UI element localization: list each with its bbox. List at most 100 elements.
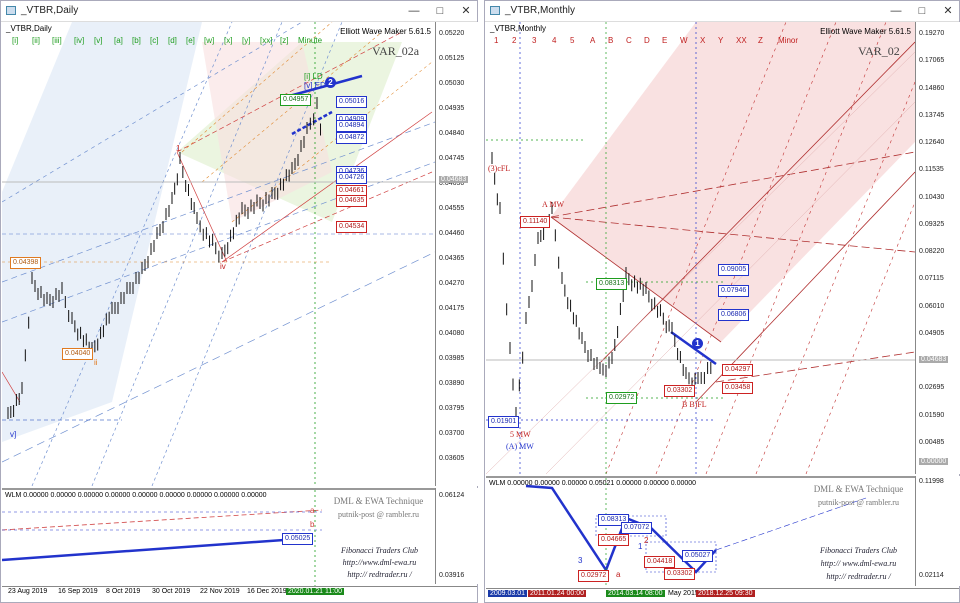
price-tick: 0.12640 [919, 139, 945, 146]
date-tick: 16 Dec 2019 [247, 588, 287, 595]
wlm-mark: 1 [638, 542, 643, 551]
wave-label[interactable]: X [700, 36, 706, 45]
wave-label[interactable]: Y [718, 36, 724, 45]
price-tick: 0.05125 [439, 55, 465, 62]
right-title-bar[interactable]: _VTBR,Monthly — □ ✕ [485, 1, 959, 22]
date-tick: 2009.03.01 [488, 590, 528, 597]
right-price-axis[interactable]: 0.19270 0.17065 0.14860 0.13745 0.12640 0.115… [915, 22, 960, 474]
date-tick: 2018.12.25 09:30 [696, 590, 755, 597]
maximize-button[interactable]: □ [436, 5, 444, 17]
maximize-button[interactable]: □ [918, 5, 926, 17]
wave-label[interactable]: 3 [532, 36, 537, 45]
wave-label[interactable]: [iv] [74, 36, 85, 45]
wave-label[interactable]: 1 [494, 36, 499, 45]
wave-label[interactable]: [y] [242, 36, 251, 45]
wave-label[interactable]: [a] [114, 36, 123, 45]
wave-mark-iv: iv [220, 262, 226, 271]
right-time-axis[interactable]: 2009.03.01 2011.01.24 00:00 2014.03.14 0… [486, 588, 959, 601]
right-wlm-panel[interactable]: WLM 0.00000 0.00000 0.00000 0.05021 0.00… [486, 476, 915, 588]
wave-mark-one: 1 [176, 144, 181, 153]
wave-label[interactable]: Z [758, 36, 763, 45]
minimize-button[interactable]: — [408, 5, 420, 17]
left-wlm-axis: 0.06124 0.03916 [435, 488, 478, 584]
price-tick: 0.04080 [439, 330, 465, 337]
credit-site-2[interactable]: http:// redtrader.ru / [347, 570, 412, 579]
right-chart-window[interactable]: _VTBR,Monthly — □ ✕ [484, 0, 960, 603]
wave-label[interactable]: [ii] [32, 36, 40, 45]
right-variant-label: VAR_02 [858, 44, 900, 58]
wave-mark-cfl: (3)cFL [488, 164, 511, 173]
wave-label[interactable]: [c] [150, 36, 159, 45]
wave-label[interactable]: [e] [186, 36, 195, 45]
wave-mark-v-ed: [v] ED [304, 81, 326, 90]
price-tick: 0.11535 [919, 166, 944, 174]
wave-label[interactable]: [i] [12, 36, 19, 45]
wlm-mark: 3 [578, 556, 583, 565]
price-box: 0.03458 [722, 382, 754, 394]
wave-label[interactable]: [v] [94, 36, 103, 45]
price-box: 0.04894 [336, 120, 368, 132]
wlm-box: 0.05027 [682, 550, 714, 562]
left-price-axis[interactable]: 0.05220 0.05125 0.05030 0.04935 0.04840 0.047… [435, 22, 478, 486]
price-box: 0.04726 [336, 172, 368, 184]
wave-label[interactable]: [d] [168, 36, 177, 45]
price-box: 0.08313 [596, 278, 628, 290]
wave-label[interactable]: [xx] [260, 36, 273, 45]
credit-club: Fibonacci Traders Club [341, 546, 418, 555]
price-tick: 0.03605 [439, 455, 465, 462]
wave-label[interactable]: [x] [224, 36, 233, 45]
left-title-bar[interactable]: _VTBR,Daily — □ ✕ [1, 1, 477, 22]
close-button[interactable]: ✕ [943, 5, 953, 17]
left-candle-bars [7, 97, 321, 419]
left-time-axis[interactable]: 23 Aug 2019 16 Sep 2019 8 Oct 2019 30 Oc… [2, 586, 477, 599]
price-tick: 0.05030 [439, 80, 465, 87]
wave-label[interactable]: [z] [280, 36, 289, 45]
wave-label[interactable]: Minute [298, 36, 323, 45]
left-symbol-label: _VTBR,Daily [6, 24, 52, 33]
right-price-plot[interactable]: _VTBR,Monthly Elliott Wave Maker 5.61.5 … [486, 22, 915, 474]
price-tick: 0.03795 [439, 405, 465, 412]
wlm-box: 0.07072 [621, 522, 653, 534]
wave-mark-a-mw-paren: (A) MW [506, 442, 534, 451]
minimize-button[interactable]: — [890, 5, 902, 17]
left-wlm-panel[interactable]: WLM 0.00000 0.00000 0.00000 0.00000 0.00… [2, 488, 435, 586]
wave-label[interactable]: A [590, 36, 596, 45]
wave-circle-1[interactable]: 1 [692, 338, 703, 349]
credit-site-2[interactable]: http:// redtrader.ru / [826, 572, 891, 581]
price-tick: 0.01590 [919, 411, 945, 419]
wave-label[interactable]: 2 [512, 36, 517, 45]
price-tick: 0.05220 [439, 30, 465, 37]
wlm-mark-a: a [310, 506, 315, 515]
wave-label[interactable]: Minor [778, 36, 799, 45]
wave-label[interactable]: C [626, 36, 632, 45]
credit-site-1[interactable]: http:// www.dml-ewa.ru [820, 559, 897, 568]
credit-site-1[interactable]: http://www.dml-ewa.ru [342, 558, 417, 567]
wave-label[interactable]: W [680, 36, 688, 45]
wave-label[interactable]: D [644, 36, 650, 45]
wave-label[interactable]: [w] [204, 36, 215, 45]
wlm-tick: 0.02114 [919, 572, 944, 579]
chart-window-icon [6, 6, 16, 15]
price-tick: 0.04840 [439, 130, 465, 137]
price-box: 0.04635 [336, 195, 368, 207]
wave-label[interactable]: XX [736, 36, 747, 45]
price-tick: 0.10430 [919, 193, 945, 201]
wave-label[interactable]: [iii] [52, 36, 62, 45]
wave-label[interactable]: B [608, 36, 614, 45]
wave-label[interactable]: E [662, 36, 668, 45]
credit-email: putnik-post @ rambler.ru [818, 498, 899, 507]
date-tick: 2011.01.24 00:00 [528, 590, 586, 597]
left-chart-window[interactable]: _VTBR,Daily — □ ✕ [0, 0, 478, 603]
left-wlm-label: WLM 0.00000 0.00000 0.00000 0.00000 0.00… [5, 492, 267, 499]
wlm-tick: 0.03916 [439, 572, 465, 579]
wave-label[interactable]: 4 [552, 36, 557, 45]
price-tick: 0.08220 [919, 248, 945, 255]
close-button[interactable]: ✕ [461, 5, 471, 17]
left-variant-label: VAR_02a [372, 44, 420, 58]
left-price-plot[interactable]: _VTBR,Daily Elliott Wave Maker 5.61.5 VA… [2, 22, 435, 486]
wave-label[interactable]: 5 [570, 36, 575, 45]
price-tick: 0.07115 [919, 275, 944, 283]
wave-circle-2[interactable]: 2 [325, 77, 336, 88]
wave-label[interactable]: [b] [132, 36, 141, 45]
wlm-tick: 0.11998 [919, 478, 944, 485]
